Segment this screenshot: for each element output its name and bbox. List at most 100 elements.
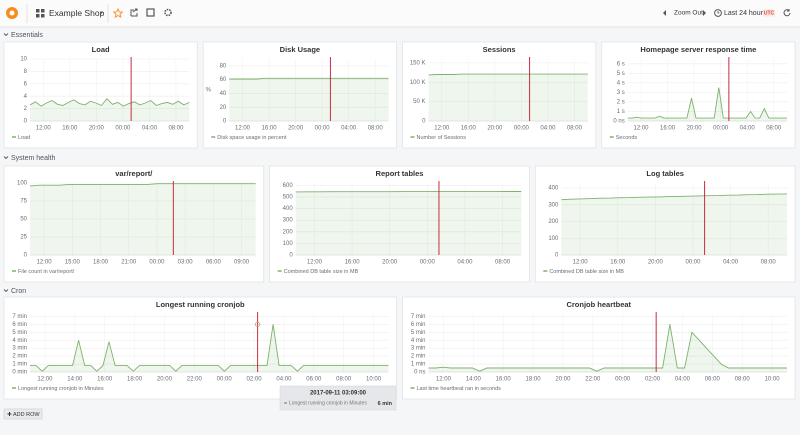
refresh-button[interactable]: [783, 9, 791, 17]
panel-title[interactable]: var/report/: [115, 169, 153, 178]
panel-title[interactable]: Longest running cronjob: [156, 300, 245, 309]
x-tick-label: 00:00: [514, 126, 530, 132]
x-tick-label: 12:00: [37, 260, 53, 266]
y-tick-label: 300: [548, 202, 559, 208]
legend-entry[interactable]: Last time heartbeat ran in seconds: [417, 386, 502, 392]
panel-title[interactable]: Disk Usage: [280, 45, 320, 54]
y-tick-label: 0 ns: [414, 370, 425, 376]
legend-entry[interactable]: File count in var/report/: [18, 269, 75, 275]
y-tick-label: 0: [24, 119, 28, 125]
y-tick-label: 2 min: [411, 354, 426, 360]
series-line: [561, 193, 788, 201]
zoom-left[interactable]: [663, 10, 666, 16]
x-tick-label: 10:00: [765, 377, 781, 383]
settings-button[interactable]: [164, 8, 172, 17]
legend-entry[interactable]: Number of Sessions: [417, 135, 467, 141]
tz-badge: [763, 9, 775, 17]
panel-title[interactable]: Cronjob heartbeat: [566, 300, 631, 309]
x-tick-label: 03:00: [178, 260, 194, 266]
panel-title[interactable]: Log tables: [646, 169, 684, 178]
row-title[interactable]: Essentials: [11, 32, 43, 39]
clock-hands[interactable]: [717, 11, 720, 14]
legend-entry[interactable]: Combined DB table size in MB: [284, 269, 359, 275]
x-tick-label: 00:00: [115, 126, 131, 132]
y-tick-label: 60: [220, 77, 227, 83]
x-tick-label: 00:00: [685, 260, 701, 266]
x-tick-label: 20:00: [89, 126, 105, 132]
y-tick-label: 400: [548, 186, 559, 192]
panel: [601, 41, 796, 149]
grafana-logo[interactable]: [6, 7, 18, 19]
y-tick-label: 4 min: [411, 338, 426, 344]
y-tick-label: 0: [555, 253, 559, 259]
dashboard-picker[interactable]: Example Shop: [36, 8, 105, 18]
add-row-bg[interactable]: [3, 408, 43, 420]
row-title[interactable]: System health: [11, 155, 55, 162]
x-tick-label: 20:00: [687, 126, 703, 132]
y-tick-label: 200: [283, 229, 294, 235]
clock-icon[interactable]: [714, 9, 722, 17]
panel: [534, 165, 796, 283]
y-tick-label: 25: [20, 235, 27, 241]
x-tick-label: 12:00: [634, 126, 650, 132]
series-line: [229, 77, 389, 80]
x-tick-label: 04:00: [540, 126, 556, 132]
hover-point: [255, 321, 261, 327]
zoom-right[interactable]: [703, 10, 706, 16]
y-tick-label: 0: [24, 253, 28, 259]
add-row-label[interactable]: ADD ROW: [13, 412, 40, 418]
row-chevron[interactable]: [3, 33, 9, 37]
row-chevron[interactable]: [3, 156, 9, 160]
grid-icon[interactable]: [41, 9, 45, 13]
area-fill: [428, 324, 787, 372]
panel-title[interactable]: Report tables: [376, 169, 424, 178]
time-range[interactable]: Last 24 hours: [724, 10, 767, 17]
y-tick-label: 3 s: [617, 90, 625, 96]
x-tick-label: 16:00: [496, 377, 512, 383]
panel-title[interactable]: Load: [92, 45, 110, 54]
row-title[interactable]: Cron: [11, 288, 26, 295]
area-fill: [30, 98, 190, 121]
y-tick-label: 50 K: [413, 99, 425, 105]
caret[interactable]: [100, 12, 103, 14]
x-tick-label: 08:00: [766, 126, 782, 132]
y-tick-label: 4 s: [617, 80, 625, 86]
x-tick-label: 22:00: [585, 377, 601, 383]
x-tick-label: 20:00: [555, 377, 571, 383]
x-tick-label: 00:00: [149, 260, 165, 266]
add-row-button[interactable]: ADD ROW: [3, 408, 43, 420]
y-tick-label: 150 K: [410, 60, 426, 66]
y-tick-label: 2: [24, 106, 28, 112]
y-tick-label: 5 min: [12, 330, 27, 336]
y-tick-label: 5 min: [411, 330, 426, 336]
panel-title[interactable]: Homepage server response time: [640, 45, 756, 54]
dashboard-title[interactable]: Example Shop: [49, 8, 105, 18]
x-tick-label: 18:00: [526, 377, 542, 383]
legend-entry[interactable]: Longest running cronjob in Minutes: [18, 386, 104, 392]
y-tick-label: 80: [220, 63, 227, 69]
save-button[interactable]: [146, 8, 155, 17]
panel-title[interactable]: Sessions: [483, 45, 516, 54]
legend-entry[interactable]: Combined DB table size in MB: [549, 269, 624, 275]
x-tick-label: 20:00: [157, 377, 173, 383]
x-tick-label: 04:00: [341, 126, 357, 132]
y-tick-label: 4 min: [12, 338, 27, 344]
series-line: [428, 73, 588, 76]
row-chevron[interactable]: [3, 289, 9, 293]
star-button[interactable]: [112, 7, 124, 19]
zoom-out[interactable]: Zoom Out: [674, 10, 703, 17]
legend-entry[interactable]: Seconds: [616, 135, 638, 141]
plus-icon[interactable]: [7, 412, 12, 416]
grid-icon[interactable]: [36, 14, 40, 18]
grid-icon[interactable]: [36, 9, 40, 13]
logo-dot[interactable]: [9, 10, 15, 16]
legend-entry[interactable]: Disk space usage in percent: [217, 135, 287, 141]
grid-icon[interactable]: [41, 14, 45, 18]
y-tick-label: 4: [24, 94, 28, 100]
y-tick-label: 2 s: [617, 100, 625, 106]
x-tick-label: 08:00: [761, 260, 777, 266]
legend-entry[interactable]: Load: [18, 135, 30, 141]
y-tick-label: 6 s: [617, 61, 625, 67]
share-button[interactable]: [130, 8, 138, 17]
